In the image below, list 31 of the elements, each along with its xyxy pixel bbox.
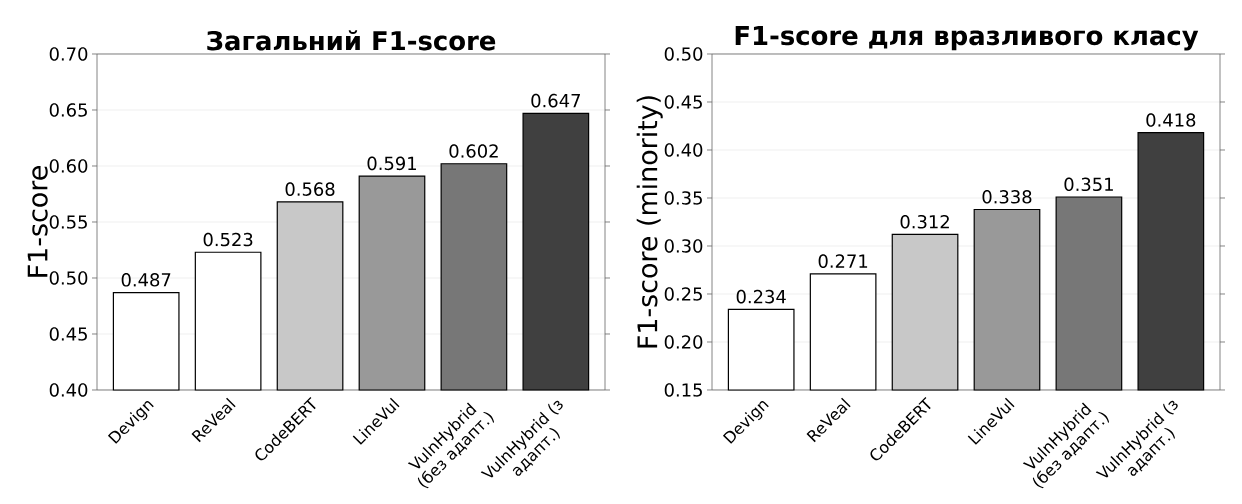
data-label: 0.351 — [1064, 177, 1113, 192]
data-label: 0.487 — [121, 273, 171, 287]
y-tick-label: 0.35 — [664, 191, 702, 205]
y-tick-label: 0.50 — [49, 271, 88, 285]
y-tick-label: 0.50 — [664, 47, 703, 61]
data-label: 0.523 — [203, 232, 253, 247]
y-tick-label: 0.45 — [664, 95, 702, 109]
y-tick-label: 0.30 — [664, 239, 703, 253]
data-label: 0.647 — [531, 93, 580, 108]
chart-title: Загальний F1-score — [207, 30, 496, 51]
y-tick-label: 0.25 — [664, 287, 702, 301]
y-tick-label: 0.70 — [49, 47, 88, 61]
data-label: 0.338 — [982, 190, 1032, 204]
y-tick-label: 0.15 — [664, 383, 702, 397]
y-tick-label: 0.45 — [49, 327, 87, 341]
data-label: 0.591 — [367, 156, 416, 171]
y-tick-label: 0.60 — [49, 159, 88, 173]
chart-title: F1-score для вразливого класу — [735, 26, 1199, 51]
data-label: 0.312 — [900, 214, 949, 229]
y-axis-title: F1-score — [27, 166, 48, 277]
data-label: 0.271 — [818, 254, 868, 268]
y-tick-label: 0.40 — [664, 143, 703, 157]
y-tick-label: 0.65 — [49, 103, 87, 117]
data-label: 0.602 — [449, 144, 498, 158]
data-label: 0.568 — [285, 182, 335, 196]
y-axis-title: F1-score (minority) — [636, 96, 663, 348]
y-tick-label: 0.55 — [49, 215, 87, 229]
data-label: 0.418 — [1146, 113, 1196, 127]
data-label: 0.234 — [736, 289, 786, 304]
y-tick-label: 0.40 — [49, 383, 88, 397]
y-tick-label: 0.20 — [664, 335, 703, 349]
